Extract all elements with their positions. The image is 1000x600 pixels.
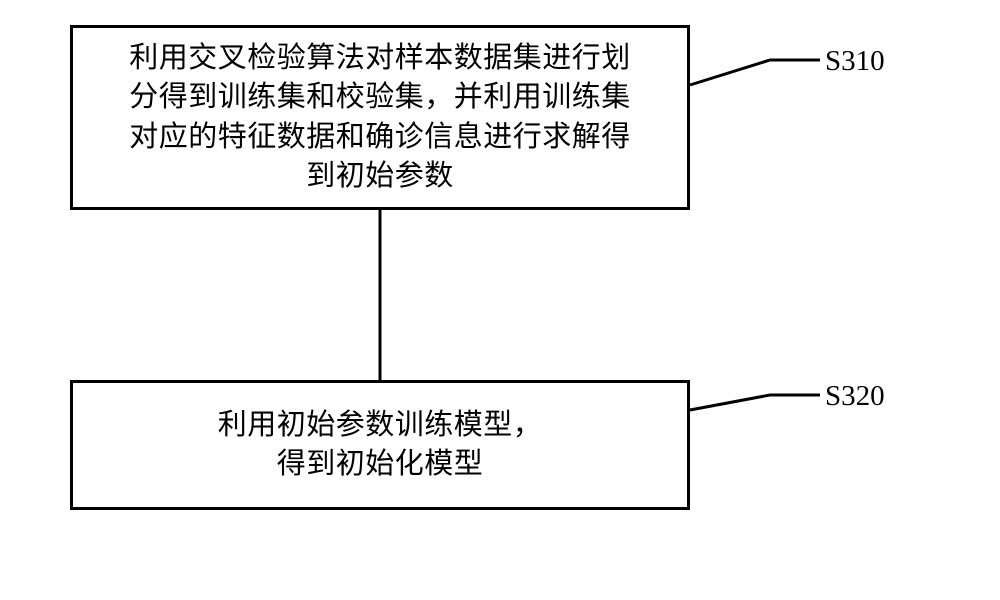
- flowchart-canvas: 利用交叉检验算法对样本数据集进行划 分得到训练集和校验集，并利用训练集 对应的特…: [0, 0, 1000, 600]
- step-label-s320: S320: [825, 380, 885, 413]
- leader-line-s320: [0, 0, 1000, 600]
